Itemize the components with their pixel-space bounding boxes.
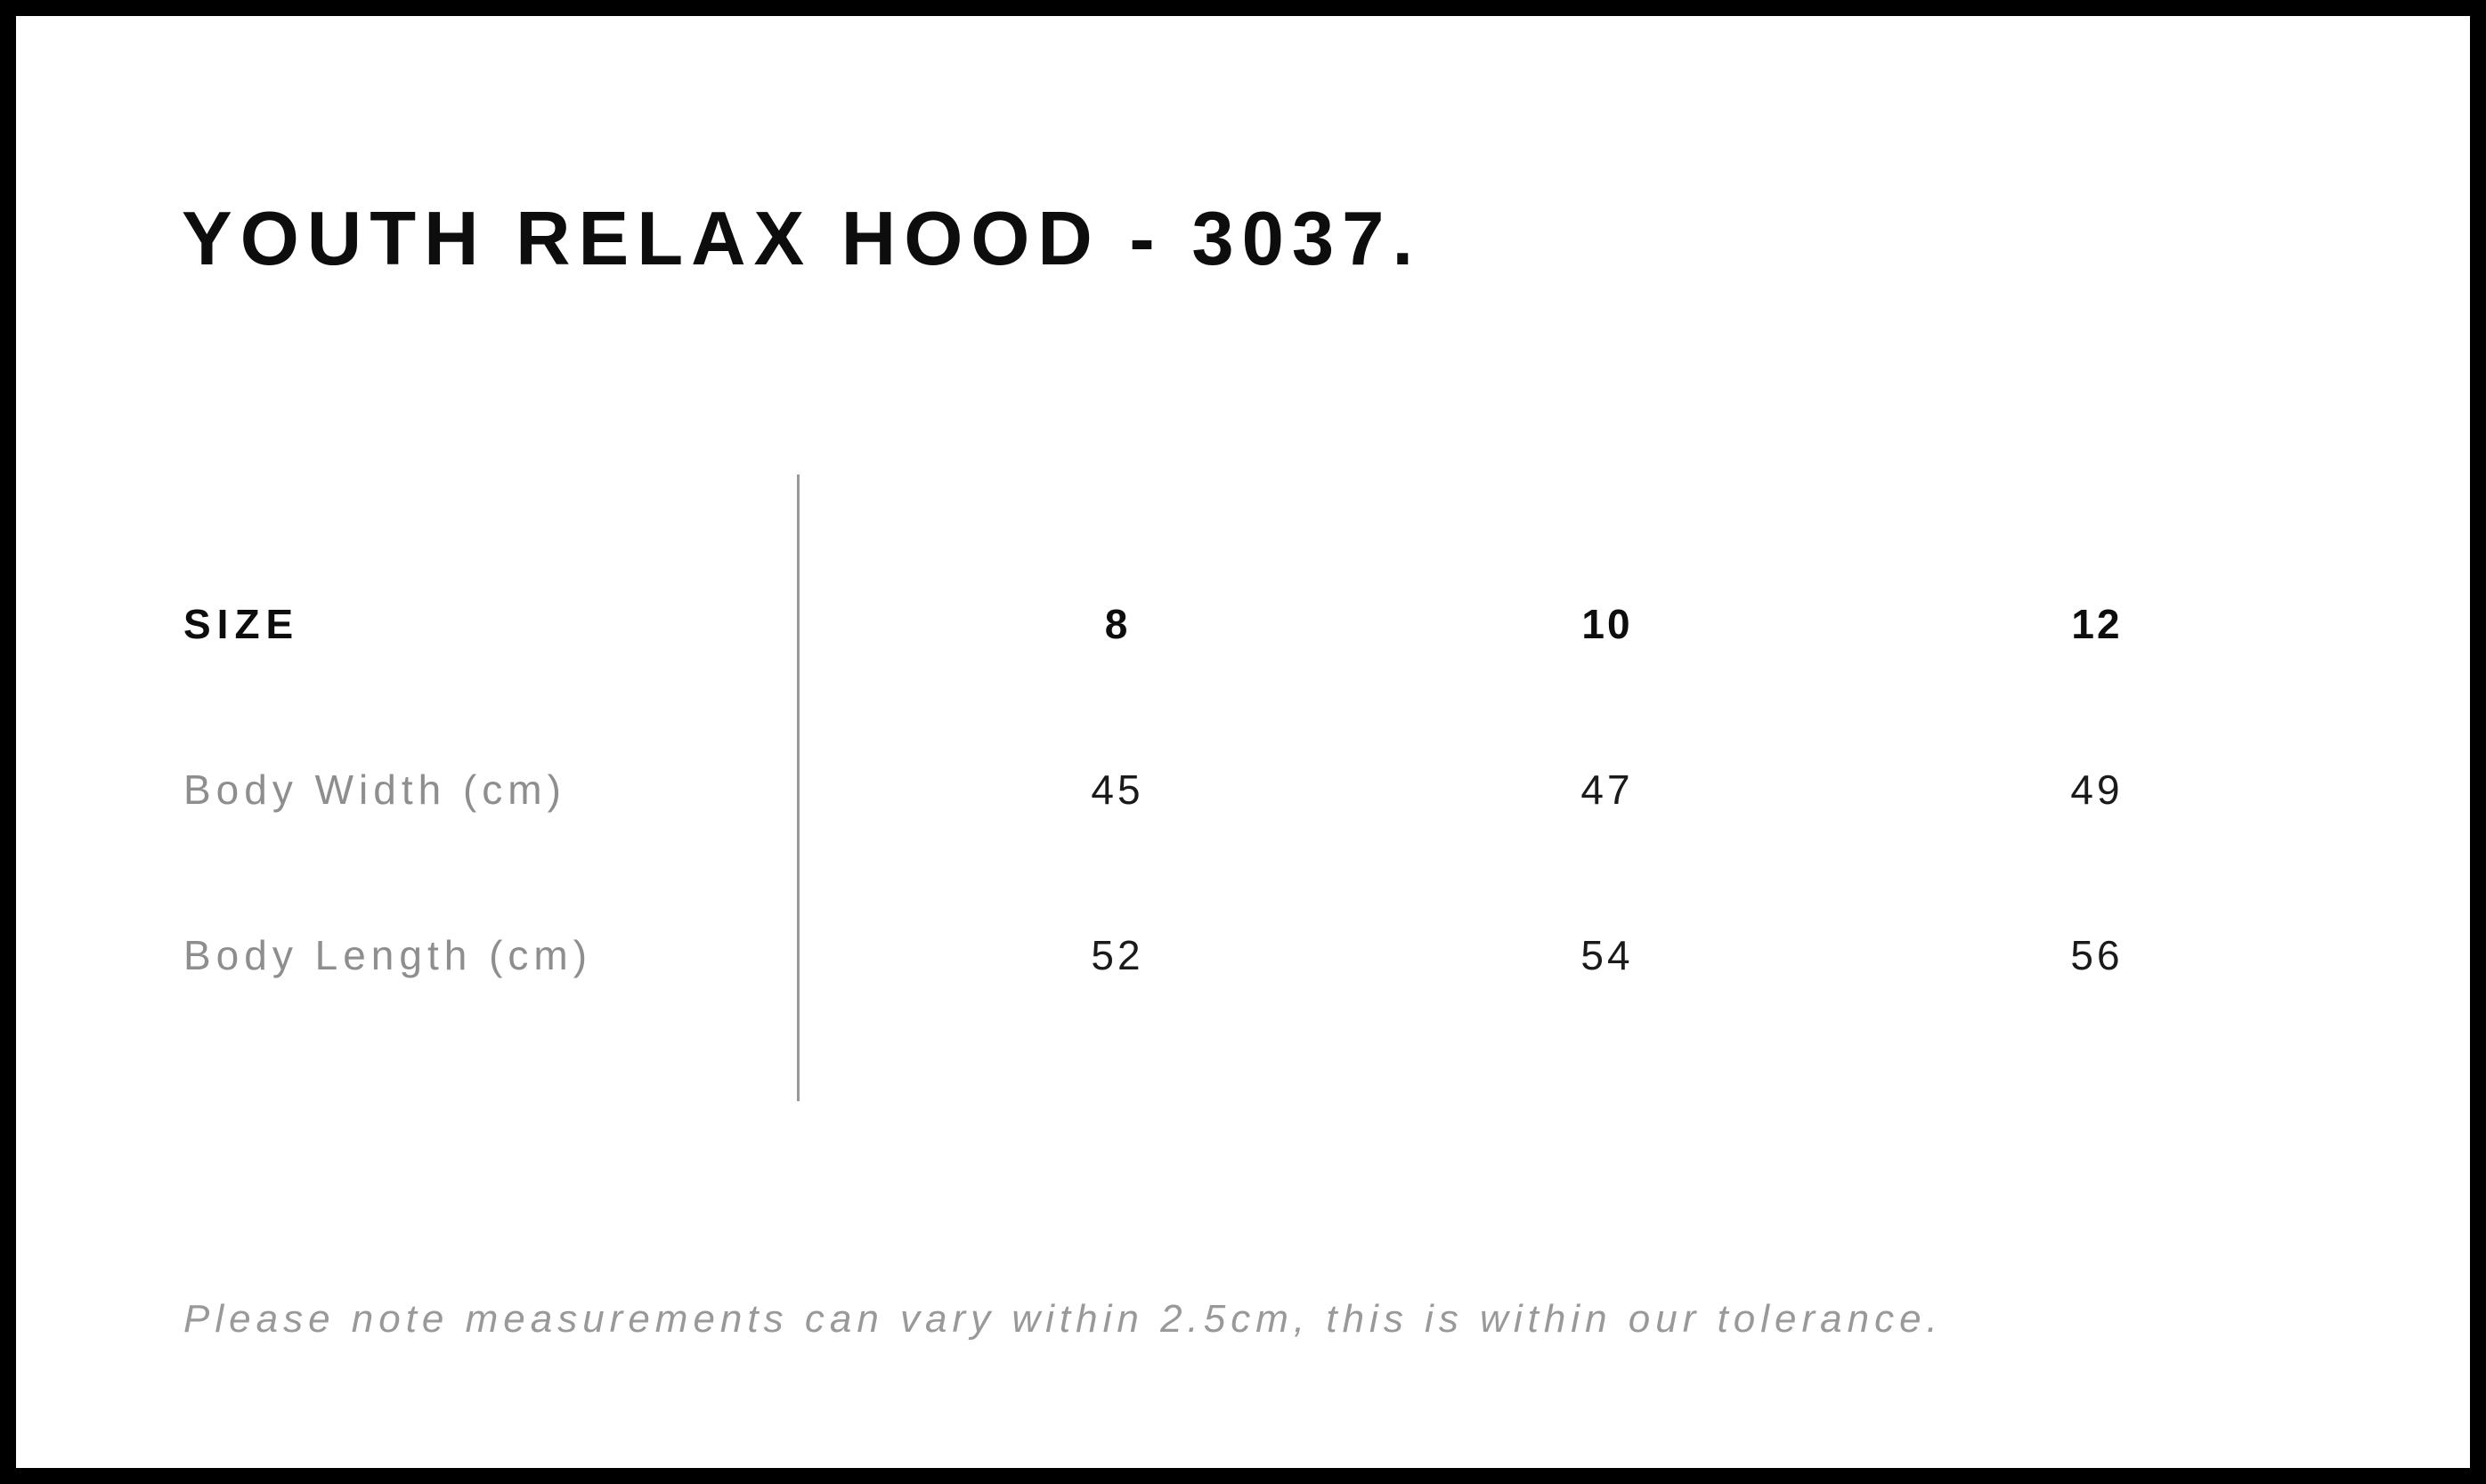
size-header-8: 8 bbox=[1104, 601, 1131, 647]
size-column-header: SIZE bbox=[183, 601, 300, 647]
size-chart-table: SIZE 8 10 12 Body Width (cm) 45 47 49 Bo… bbox=[183, 541, 2342, 1038]
tolerance-note: Please note measurements can vary within… bbox=[183, 1297, 1943, 1341]
row-label-body-width: Body Width (cm) bbox=[183, 766, 566, 813]
size-header-10: 10 bbox=[1581, 601, 1633, 647]
page-title: YOUTH RELAX HOOD - 3037. bbox=[182, 197, 1422, 281]
table-divider bbox=[797, 474, 800, 1101]
body-length-size-12: 56 bbox=[2070, 932, 2124, 978]
body-length-size-8: 52 bbox=[1091, 932, 1144, 978]
body-width-size-10: 47 bbox=[1580, 766, 1634, 813]
body-width-size-12: 49 bbox=[2070, 766, 2124, 813]
row-label-body-length: Body Length (cm) bbox=[183, 932, 593, 978]
body-width-size-8: 45 bbox=[1091, 766, 1144, 813]
body-length-size-10: 54 bbox=[1580, 932, 1634, 978]
size-header-12: 12 bbox=[2071, 601, 2123, 647]
